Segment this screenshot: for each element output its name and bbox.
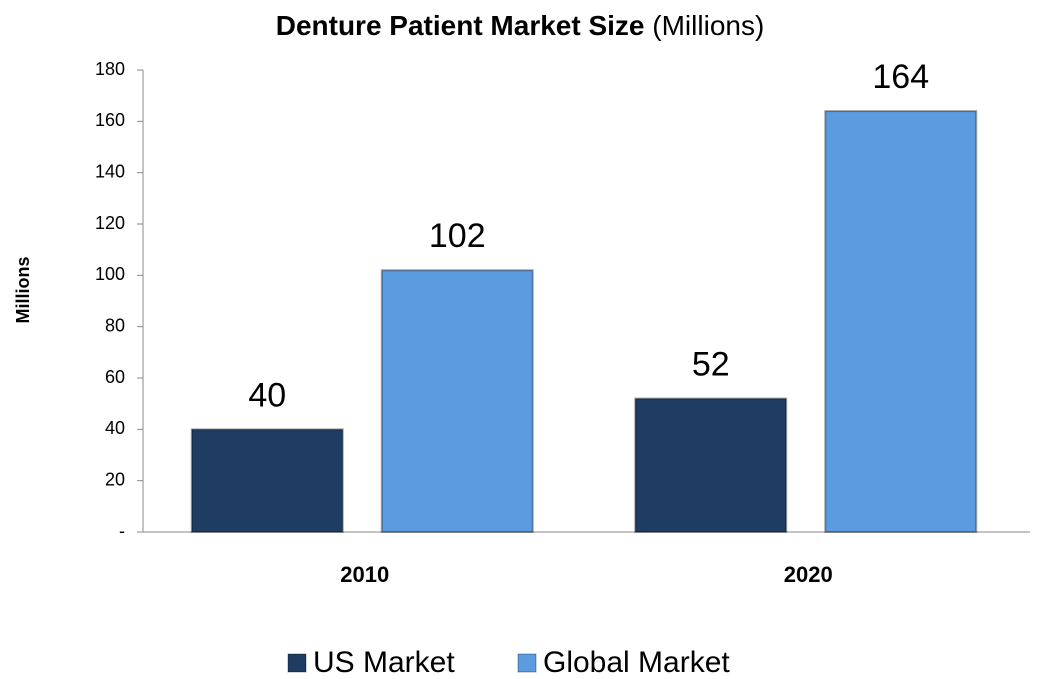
bar [634,397,788,533]
y-tick-label: - [119,521,125,541]
title-unit: (Millions) [652,10,764,41]
data-label: 164 [872,58,929,96]
data-label: 102 [429,217,486,255]
y-tick-label: 20 [105,469,125,489]
x-tick-label: 2020 [784,562,833,587]
y-tick-label: 80 [105,315,125,335]
data-label: 40 [248,376,286,414]
title-main: Denture Patient Market Size [276,10,645,41]
bar [190,428,344,534]
y-tick-label: 120 [95,213,125,233]
y-tick-label: 100 [95,264,125,284]
legend-label: US Market [313,646,455,679]
y-tick-label: 140 [95,161,125,181]
y-tick-label: 60 [105,367,125,387]
legend-swatch [517,653,537,673]
y-axis-label: Millions [13,257,33,324]
y-tick-label: 180 [95,59,125,79]
y-tick-label: 40 [105,418,125,438]
chart-title: Denture Patient Market Size (Millions) [276,10,765,41]
legend-label: Global Market [543,646,730,679]
bar [380,269,534,533]
x-tick-label: 2010 [340,562,389,587]
data-label: 52 [692,346,730,384]
legend-swatch [287,653,307,673]
bar [824,110,978,533]
y-tick-label: 160 [95,110,125,130]
